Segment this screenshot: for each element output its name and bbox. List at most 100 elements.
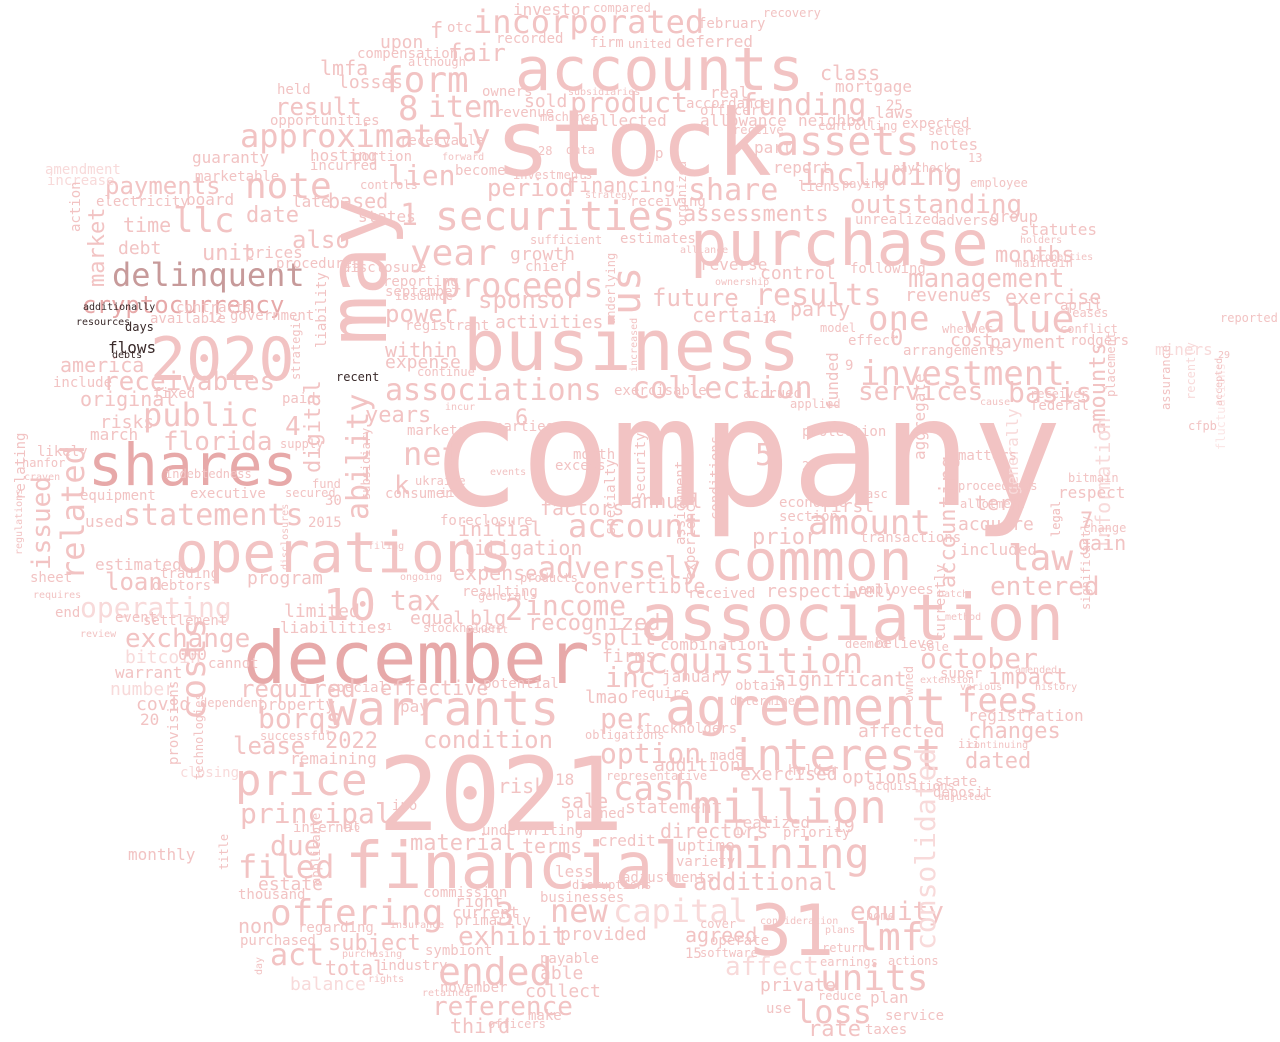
cloud-word-dependent: dependent [200,696,265,710]
cloud-word-interest: interest [730,730,942,781]
cloud-word-additionally: additionally [83,302,155,313]
cloud-word-affected: affected [858,721,945,742]
cloud-word-incorporated: incorporated [473,3,704,41]
cloud-word-held: held [277,82,311,98]
cloud-word-paying: paying [842,177,885,191]
cloud-word-taxes: taxes [865,1022,907,1038]
cloud-word-subsidiary: subsidiary [359,428,373,500]
cloud-word-believe: believe [875,636,934,652]
cloud-word-fund: fund [312,477,341,491]
cloud-word-experience: experience [683,496,699,580]
cloud-word-payable: payable [540,951,599,967]
cloud-word-make: make [528,1008,562,1024]
cloud-word-4: 4 [285,412,301,442]
cloud-word-statutes: statutes [1020,220,1097,239]
cloud-word-generally: generally [1003,408,1022,495]
cloud-word-operations: operations [175,521,512,586]
cloud-word-total: total [325,956,385,980]
cloud-word-seller: seller [928,124,971,138]
cloud-word-deemed: deemed [845,637,888,651]
cloud-word-12: 12 [208,311,222,325]
cloud-word-title: title [217,834,231,870]
cloud-words: companystockaccountsbusinesspurchasemay2… [13,0,1278,1042]
cloud-word-power: power [385,300,457,328]
cloud-word-realized: realized [733,813,810,832]
cloud-word-procedures: procedures [276,256,360,272]
cloud-word-strategic: strategic [289,315,303,380]
cloud-word-whether: whether [942,322,993,336]
cloud-word-home: home [866,909,895,923]
cloud-word-cash: cash [613,769,695,809]
cloud-word-incur: incur [445,402,475,413]
cloud-word-options: options [842,767,918,788]
cloud-word-business: business [463,305,800,387]
cloud-word-program: program [247,568,323,589]
cloud-word-data: data [566,143,595,157]
cloud-word-contracts: contracts [176,300,252,316]
cloud-word-20: 20 [140,710,159,729]
cloud-word-lmao: lmao [585,687,628,708]
cloud-word-changes: changes [968,719,1061,744]
cloud-word-special: special [328,680,387,696]
cloud-word-certain: certain [692,303,776,327]
cloud-word-purchased: purchased [240,933,316,949]
cloud-word-effective: effective [380,676,488,700]
cloud-word-expenses: expenses [453,561,549,585]
cloud-word-investor: investor [513,0,590,19]
cloud-word-financial: financial [345,830,692,904]
cloud-word-acquire: acquire [958,514,1034,535]
cloud-word-included: included [960,540,1037,559]
cloud-word-digital: digital [301,380,326,473]
cloud-word-activities: activities [495,312,603,333]
cloud-word-amount: amount [808,503,931,543]
cloud-word-notes: notes [930,135,978,154]
cloud-word-balance: balance [290,974,366,995]
cloud-word-years: years [365,403,431,428]
cloud-word-costs: costs [174,618,214,720]
cloud-word-agreement: agreement [665,678,947,738]
cloud-word-extension: extension [920,675,974,686]
cloud-word-mortgage: mortgage [835,77,912,96]
cloud-word-stockholders: stockholders [636,721,737,737]
cloud-word-estimated: estimated [95,555,182,574]
cloud-word-control: control [760,263,836,284]
cloud-word-end: end [55,605,80,621]
cloud-word-resulting: resulting [462,584,538,600]
cloud-word-applied: applied [790,397,841,411]
cloud-word-shares: shares [88,431,298,499]
cloud-word-plan: plan [870,988,909,1007]
cloud-word-recognized: recognized [528,611,660,636]
cloud-word-recorded: recorded [496,31,563,47]
cloud-word-events: events [490,467,526,478]
cloud-word-method: method [945,612,981,623]
cloud-word-mining: mining [718,829,870,878]
cloud-word-required: required [240,675,356,703]
cloud-word-sole: sole [920,640,949,654]
cloud-word-cfpb: cfpb [1188,419,1217,433]
cloud-word-tax: tax [390,584,441,617]
cloud-word-underwriting: underwriting [482,823,583,839]
cloud-word-sale: sale [560,789,608,813]
cloud-word-exhibit: exhibit [458,922,568,952]
cloud-word-2022: 2022 [325,729,378,754]
cloud-word-real: real [710,83,749,102]
cloud-word-securities: securities [435,194,676,240]
cloud-word-directors: directors [660,819,768,843]
cloud-word-payment: payment [990,332,1066,353]
cloud-word-accepted: accepted [1214,358,1225,406]
cloud-word-requires: requires [33,590,81,601]
cloud-word-funding: funding [740,88,866,123]
cloud-word-holder: holder [788,763,839,779]
cloud-word-value: value [960,297,1074,341]
cloud-word-software: software [700,946,758,960]
cloud-word-ii: ii [440,486,454,500]
cloud-word-relating: relating [13,433,29,500]
cloud-word-foreclosure: foreclosure [440,513,533,529]
cloud-word-adjusted: adjusted [938,792,986,803]
cloud-word-management: management [908,264,1065,294]
cloud-word-industry: industry [380,958,447,974]
cloud-word-consolidated: consolidated [909,748,942,950]
cloud-word-october: october [920,642,1038,675]
cloud-word-acquisition: acquisition [625,641,863,682]
